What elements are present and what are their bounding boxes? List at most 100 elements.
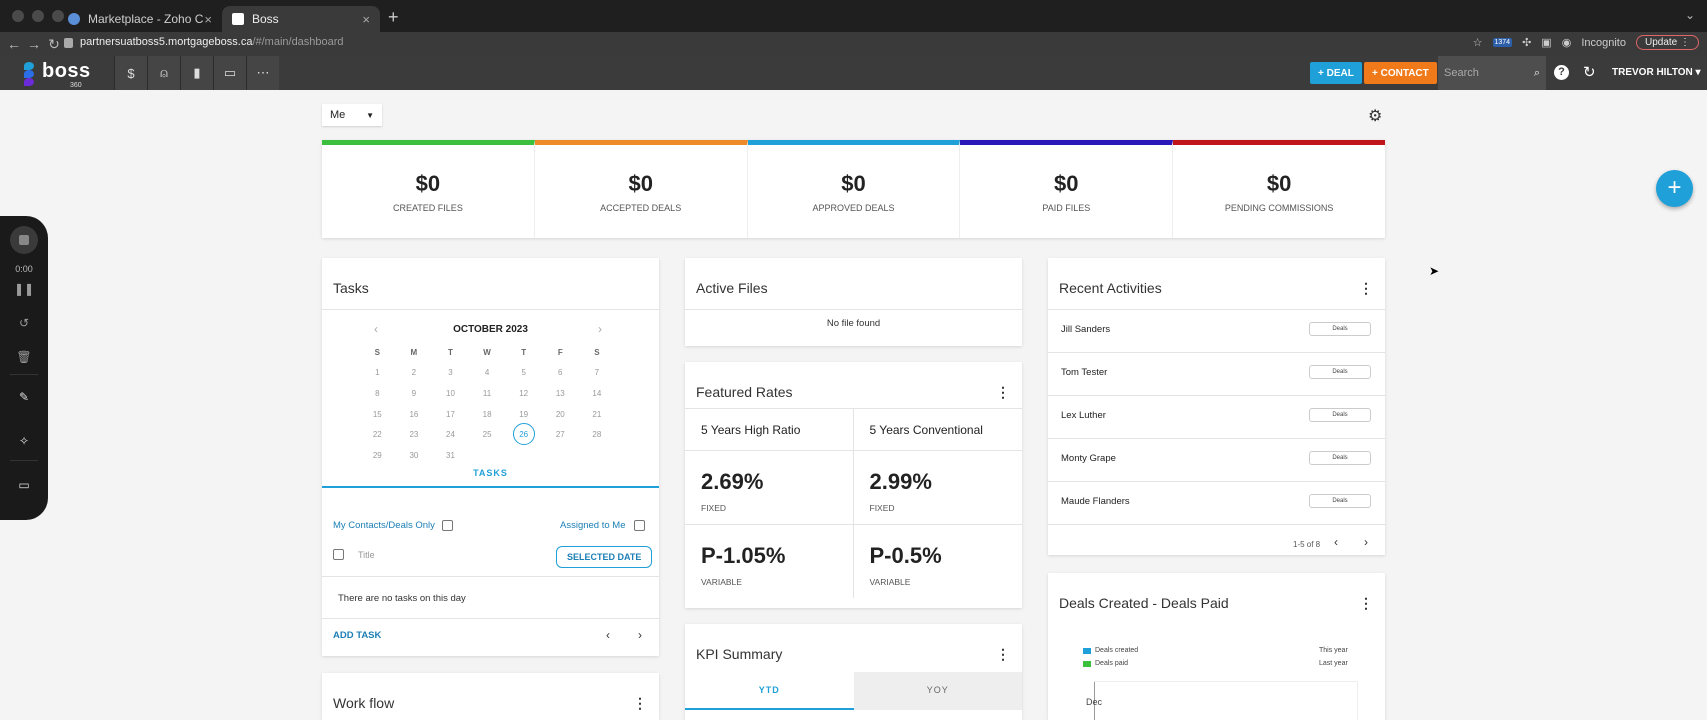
calendar-day[interactable]: 2 [411, 368, 417, 378]
activity-row[interactable]: Lex Luther Deals [1048, 395, 1385, 438]
calendar-day[interactable]: 12 [519, 388, 529, 398]
activity-row[interactable]: Monty Grape Deals [1048, 438, 1385, 481]
calendar-day[interactable]: 11 [482, 388, 492, 398]
chevron-right-icon[interactable]: › [638, 628, 642, 642]
magic-wand-icon[interactable]: ✧ [18, 434, 30, 448]
forward-arrow-icon[interactable]: → [27, 36, 41, 52]
tab-boss[interactable]: Boss × [222, 6, 380, 32]
calendar-day[interactable]: 28 [592, 430, 602, 440]
select-all-checkbox[interactable] [333, 549, 344, 560]
calendar-day[interactable]: 8 [375, 388, 380, 398]
reload-icon[interactable]: ↻ [48, 35, 60, 52]
calendar-day[interactable]: 13 [555, 388, 565, 398]
calendar-day[interactable]: 25 [482, 430, 492, 440]
window-controls[interactable] [12, 10, 64, 22]
stat-pending-commissions[interactable]: $0 PENDING COMMISSIONS [1173, 140, 1385, 238]
camera-icon[interactable]: ▭ [18, 478, 30, 492]
more-vertical-icon[interactable]: ⋮ [1359, 595, 1373, 611]
calendar-day[interactable]: 3 [448, 368, 453, 378]
calendar-day[interactable]: 14 [592, 388, 602, 398]
stat-paid-files[interactable]: $0 PAID FILES [960, 140, 1174, 238]
gear-icon[interactable]: ⚙ [1368, 108, 1383, 125]
calendar-day[interactable]: 18 [482, 409, 492, 419]
activity-badge[interactable]: Deals [1309, 322, 1371, 336]
lock-icon[interactable] [64, 38, 73, 48]
nav-person-icon[interactable]: ⍝ [147, 56, 180, 90]
calendar-day[interactable]: 9 [411, 388, 417, 398]
search-input[interactable]: Search ⌕ [1438, 56, 1546, 90]
nav-dollar-icon[interactable]: $ [114, 56, 147, 90]
calendar-day[interactable]: 5 [521, 368, 526, 378]
stop-recording-button[interactable] [10, 226, 38, 254]
calendar-day[interactable]: 20 [555, 409, 565, 419]
calendar-day[interactable]: 22 [372, 430, 382, 440]
activity-row[interactable]: Tom Tester Deals [1048, 352, 1385, 395]
more-vertical-icon[interactable]: ⋮ [996, 384, 1010, 400]
activity-badge[interactable]: Deals [1309, 451, 1371, 465]
help-icon[interactable]: ? [1554, 65, 1569, 80]
nav-chat-icon[interactable]: ▭ [213, 56, 246, 90]
more-vertical-icon[interactable]: ⋮ [1359, 280, 1373, 296]
calendar-day[interactable]: 24 [446, 430, 455, 440]
new-tab-button[interactable]: + [388, 7, 399, 27]
calendar-day[interactable]: 4 [484, 368, 490, 378]
pen-icon[interactable]: ✎ [18, 390, 30, 404]
stat-approved-deals[interactable]: $0 APPROVED DEALS [747, 140, 961, 238]
stat-accepted-deals[interactable]: $0 ACCEPTED DEALS [534, 140, 748, 238]
calendar-day[interactable]: 26 [512, 423, 535, 446]
owner-filter-select[interactable]: Me ▼ [322, 104, 382, 126]
calendar-day[interactable]: 10 [446, 388, 455, 398]
selected-date-button[interactable]: SELECTED DATE [556, 546, 653, 568]
calendar-day[interactable]: 30 [409, 450, 419, 460]
calendar-day[interactable]: 6 [558, 368, 563, 378]
assigned-to-me-checkbox[interactable] [634, 520, 645, 531]
refresh-icon[interactable]: ↻ [1583, 64, 1596, 81]
activity-row[interactable]: Maude Flanders Deals [1048, 481, 1385, 524]
activity-badge[interactable]: Deals [1309, 365, 1371, 379]
chevron-right-icon[interactable]: › [1364, 535, 1368, 549]
search-icon[interactable]: ⌕ [1533, 66, 1540, 79]
back-arrow-icon[interactable]: ← [7, 36, 21, 52]
calendar-day[interactable]: 27 [555, 430, 565, 440]
update-button[interactable]: Update ⋮ [1635, 35, 1699, 50]
activity-badge[interactable]: Deals [1309, 494, 1371, 508]
calendar-day[interactable]: 15 [372, 409, 382, 419]
add-task-link[interactable]: ADD TASK [333, 630, 382, 641]
calendar-day[interactable]: 1 [375, 368, 380, 378]
calendar-day[interactable]: 7 [594, 368, 600, 378]
calendar-day[interactable]: 31 [446, 450, 455, 460]
url-field[interactable]: partnersuatboss5.mortgageboss.ca/#/main/… [80, 36, 344, 48]
calendar-day[interactable]: 17 [446, 409, 455, 419]
calendar-day[interactable]: 29 [372, 450, 382, 460]
chevron-right-icon[interactable]: › [598, 322, 602, 336]
nav-bar-chart-icon[interactable]: ▮ [180, 56, 213, 90]
calendar-day[interactable]: 19 [519, 409, 529, 419]
my-contacts-checkbox[interactable] [442, 520, 453, 531]
restart-icon[interactable]: ↺ [18, 316, 30, 330]
sidepanel-icon[interactable]: ▣ [1541, 37, 1552, 49]
calendar-day[interactable]: 16 [409, 409, 419, 419]
extension-badge[interactable]: 1374 [1492, 38, 1513, 47]
chevron-left-icon[interactable]: ‹ [1334, 535, 1338, 549]
chevron-left-icon[interactable]: ‹ [374, 322, 378, 336]
close-tab-icon[interactable]: × [204, 11, 212, 27]
tab-marketplace-zoho[interactable]: Marketplace - Zoho CRM × [58, 6, 222, 32]
activity-badge[interactable]: Deals [1309, 408, 1371, 422]
calendar-day[interactable]: 21 [592, 409, 602, 419]
tab-tasks[interactable]: TASKS [322, 458, 659, 488]
tab-yoy[interactable]: YOY [853, 672, 1022, 710]
close-tab-icon[interactable]: × [362, 11, 370, 27]
more-vertical-icon[interactable]: ⋮ [633, 695, 647, 711]
user-menu[interactable]: TREVOR HILTON ▾ [1612, 67, 1701, 78]
bookmark-star-icon[interactable]: ☆ [1472, 37, 1483, 49]
calendar-day[interactable]: 23 [409, 430, 419, 440]
add-fab-button[interactable]: + [1656, 170, 1693, 207]
chevron-left-icon[interactable]: ‹ [606, 628, 610, 642]
trash-icon[interactable]: 🗑 [16, 350, 32, 364]
pause-icon[interactable]: ❚❚ [13, 282, 35, 296]
boss-logo[interactable]: boss 360 [22, 60, 91, 89]
more-vertical-icon[interactable]: ⋮ [996, 646, 1010, 662]
nav-more-icon[interactable]: ⋯ [246, 56, 279, 90]
tab-ytd[interactable]: YTD [685, 672, 854, 710]
add-deal-button[interactable]: + DEAL [1310, 62, 1362, 84]
